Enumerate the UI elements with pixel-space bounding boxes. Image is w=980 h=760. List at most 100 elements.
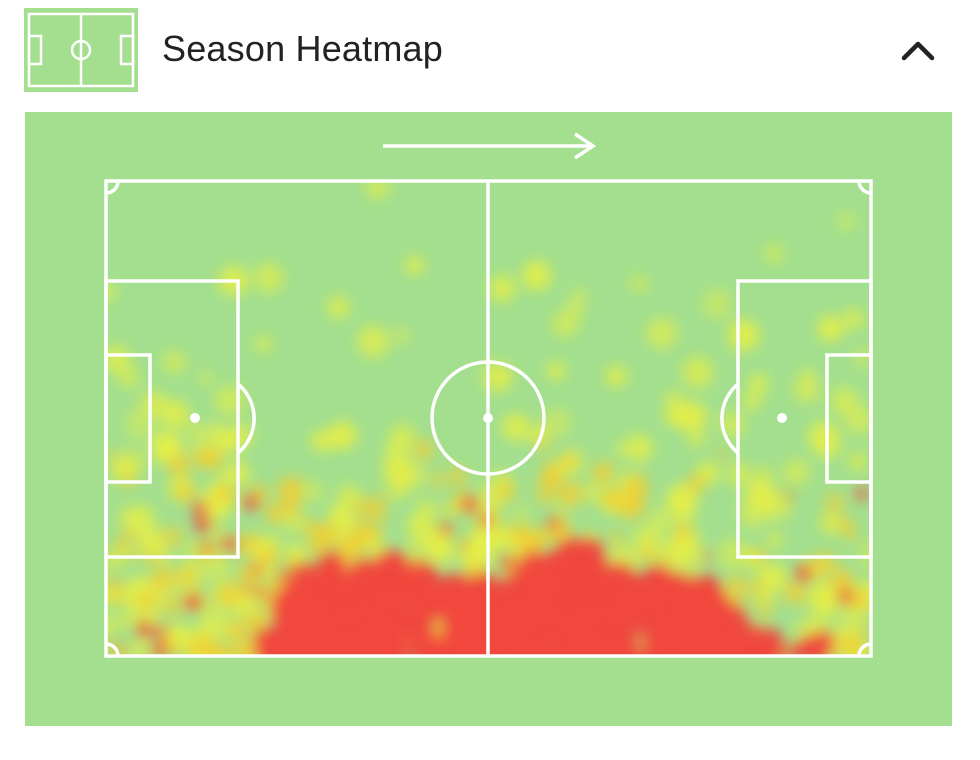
heat-blob bbox=[198, 370, 214, 386]
heat-blob bbox=[554, 502, 570, 518]
heat-blob bbox=[303, 521, 320, 538]
heat-blob bbox=[390, 423, 415, 448]
heat-blob bbox=[682, 356, 714, 388]
heat-blob bbox=[497, 481, 516, 501]
heat-blob bbox=[460, 541, 469, 551]
heat-blob bbox=[162, 596, 183, 617]
heat-blob bbox=[151, 641, 169, 656]
heat-blob bbox=[783, 459, 810, 486]
heat-blob bbox=[276, 569, 288, 581]
heat-blob bbox=[226, 619, 249, 642]
heat-blob bbox=[439, 501, 457, 519]
heat-blob bbox=[758, 566, 784, 591]
heat-blob bbox=[559, 482, 583, 506]
collapse-button[interactable] bbox=[890, 26, 946, 74]
heat-blob bbox=[858, 541, 871, 568]
heat-blob bbox=[551, 310, 579, 338]
heat-blob bbox=[830, 387, 859, 415]
heat-blob bbox=[439, 522, 453, 536]
heat-blob bbox=[162, 350, 186, 374]
heat-blob bbox=[838, 517, 854, 533]
heat-blob bbox=[522, 260, 552, 291]
heat-blob bbox=[606, 366, 627, 387]
chevron-up-icon bbox=[901, 41, 935, 61]
heat-blob bbox=[202, 552, 231, 581]
heat-blob bbox=[542, 408, 571, 438]
heat-blob bbox=[185, 639, 208, 656]
heat-blob bbox=[544, 461, 559, 476]
heat-blob bbox=[371, 506, 387, 522]
heat-blob bbox=[184, 593, 202, 611]
heat-blob bbox=[374, 492, 388, 506]
heat-blob bbox=[111, 592, 123, 604]
heat-blob bbox=[499, 554, 515, 570]
heat-blob bbox=[150, 430, 182, 462]
heat-blob bbox=[160, 400, 189, 429]
heat-blob bbox=[404, 561, 440, 597]
heat-blob bbox=[215, 385, 246, 416]
heat-blob bbox=[613, 441, 630, 457]
heat-blob bbox=[194, 515, 212, 534]
heat-blob bbox=[749, 374, 768, 393]
heat-blob bbox=[837, 588, 854, 605]
heat-blob bbox=[106, 450, 116, 461]
heat-blob bbox=[204, 423, 224, 442]
heat-blob bbox=[830, 569, 854, 593]
heat-blob bbox=[601, 561, 637, 597]
heat-blob bbox=[727, 319, 760, 352]
heat-blob bbox=[489, 275, 516, 302]
heat-blob bbox=[526, 531, 546, 551]
heat-blob bbox=[406, 536, 427, 558]
heat-blob bbox=[254, 262, 284, 293]
heat-blob bbox=[314, 522, 339, 547]
heat-blob bbox=[625, 434, 653, 462]
heat-blob bbox=[546, 516, 560, 530]
arrow-right-icon bbox=[383, 132, 597, 160]
heat-blob bbox=[106, 345, 130, 373]
heat-blob bbox=[214, 484, 234, 503]
heat-blob bbox=[220, 535, 238, 553]
heatmap-pitch bbox=[25, 112, 952, 726]
pitch-icon bbox=[24, 8, 138, 92]
heat-blob bbox=[331, 505, 353, 527]
heat-blob bbox=[143, 609, 158, 623]
section-header: Season Heatmap bbox=[0, 0, 980, 100]
heat-blob bbox=[337, 484, 361, 508]
heat-blob bbox=[793, 377, 820, 404]
heat-layer bbox=[106, 181, 871, 656]
heat-blob bbox=[243, 586, 253, 596]
heat-blob bbox=[462, 495, 480, 513]
heat-blob bbox=[175, 565, 198, 587]
heat-blob bbox=[764, 243, 784, 264]
heat-blob bbox=[106, 283, 116, 302]
heat-blob bbox=[593, 461, 614, 483]
heat-blob bbox=[406, 516, 426, 536]
heat-blob bbox=[162, 526, 183, 547]
heat-blob bbox=[751, 547, 766, 563]
heat-blob bbox=[127, 637, 153, 656]
heat-blob bbox=[743, 391, 761, 410]
heat-blob bbox=[365, 524, 381, 541]
heat-blob bbox=[702, 288, 733, 319]
heat-blob bbox=[632, 523, 663, 553]
heat-blob bbox=[397, 460, 427, 490]
heat-blob bbox=[817, 556, 829, 569]
heat-blob bbox=[175, 482, 195, 502]
heat-blob bbox=[373, 549, 411, 587]
heat-blob bbox=[601, 488, 623, 510]
heat-blob bbox=[413, 439, 435, 460]
heat-blob bbox=[186, 422, 202, 439]
heat-blob bbox=[137, 591, 157, 611]
heat-blob bbox=[135, 620, 154, 639]
heat-blob bbox=[855, 486, 869, 500]
heat-blob bbox=[561, 453, 576, 468]
heat-blob bbox=[686, 474, 705, 493]
heat-blob bbox=[338, 535, 362, 559]
heat-blob bbox=[316, 550, 347, 581]
heatmap-panel bbox=[25, 112, 952, 726]
heat-blob bbox=[853, 349, 871, 367]
heat-blob bbox=[223, 594, 236, 607]
heat-blob bbox=[767, 532, 783, 548]
heat-blob bbox=[266, 506, 282, 523]
heat-blob bbox=[717, 538, 748, 569]
